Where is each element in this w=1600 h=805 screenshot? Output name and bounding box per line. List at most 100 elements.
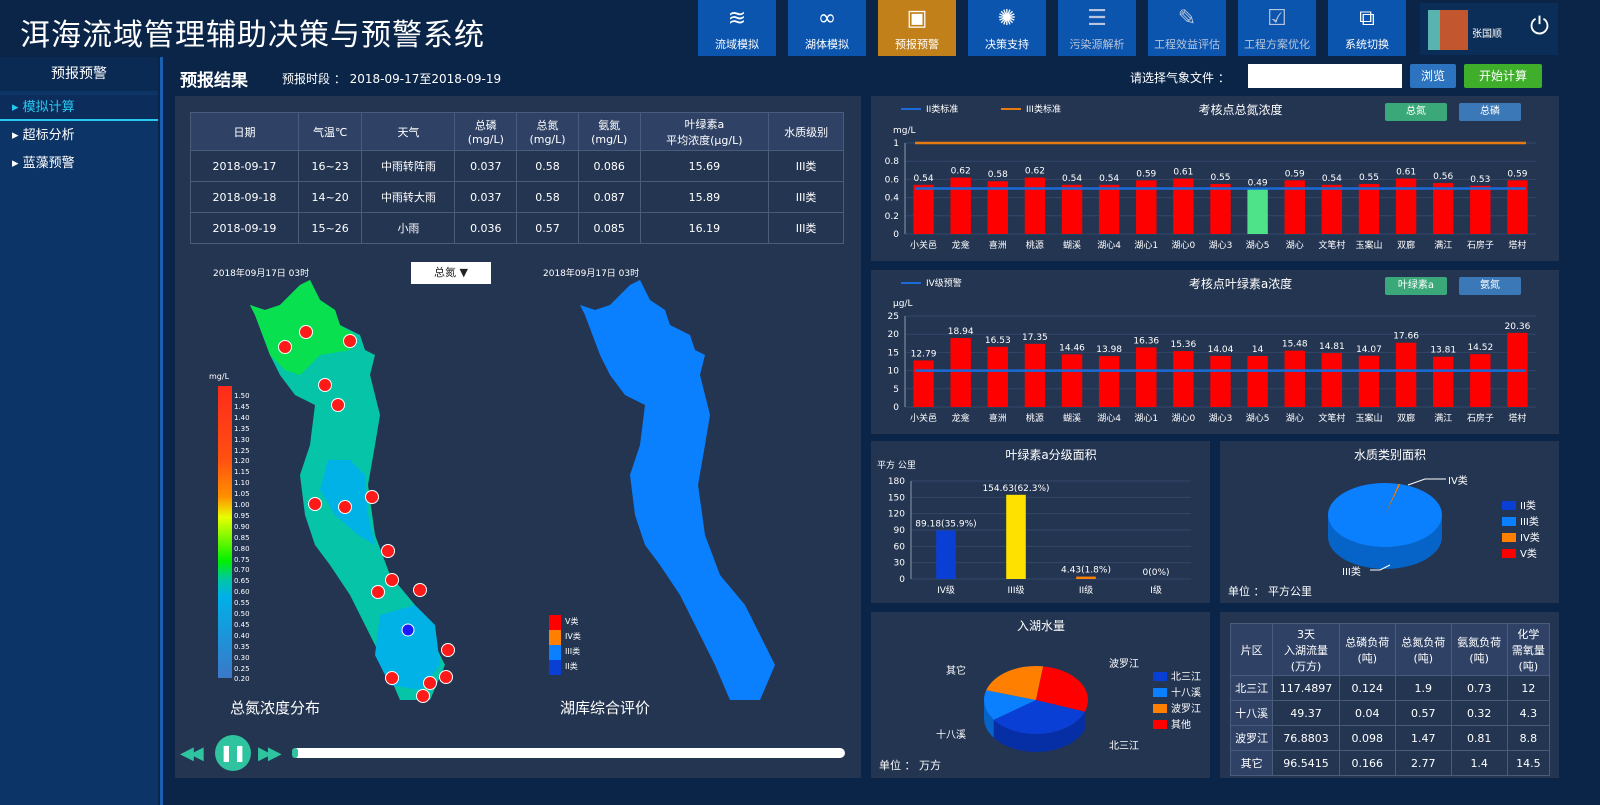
nav-decision[interactable]: ✺ 决策支持 <box>968 0 1046 56</box>
bar <box>987 181 1009 234</box>
rewind-icon[interactable]: ◀◀ <box>180 743 204 764</box>
nav-warning[interactable]: ▣ 预报预警 <box>878 0 956 56</box>
table-cell: 14.5 <box>1506 750 1551 776</box>
bar <box>936 530 956 579</box>
legend-label: III类 <box>1520 515 1539 528</box>
x-tick-label: 湖心5 <box>1246 240 1270 251</box>
table-cell: 0.73 <box>1450 675 1508 701</box>
lake-south-zone <box>375 605 440 690</box>
data-label: 89.18(35.9%) <box>915 519 976 529</box>
table-cell: 0.087 <box>577 181 641 213</box>
x-tick-label: 双廊 <box>1397 239 1415 251</box>
bar <box>1432 356 1454 407</box>
x-tick-label: I级 <box>1150 584 1162 596</box>
legend-label: III类标准 <box>1026 103 1061 115</box>
playback-slider[interactable] <box>292 748 845 758</box>
river-icon: ≋ <box>727 6 747 31</box>
pie-callout: 波罗江 <box>1109 657 1139 670</box>
parameter-select[interactable]: 总氮 ▼ <box>411 262 491 284</box>
browse-button[interactable]: 浏览 <box>1410 64 1456 88</box>
tn-bar-chart: 考核点总氮浓度 mg/L 0 0.2 0.4 0.6 0.8 1 0.54 小关邑 0.62 龙龛 0.… <box>885 102 1536 251</box>
sidebar-item-exceed[interactable]: ▸ 超标分析 <box>12 128 75 143</box>
sidebar-item-algae[interactable]: ▸ 蓝藻预警 <box>12 156 75 171</box>
map-caption-left: 总氮浓度分布 <box>230 699 321 717</box>
table-cell: 中雨转阵雨 <box>361 150 456 182</box>
y-tick-label: 0.4 <box>885 194 900 204</box>
colorbar-tick: 0.70 <box>234 566 250 575</box>
avatar <box>1428 10 1468 50</box>
map-timestamp-left: 2018年09月17日 03时 <box>213 269 310 279</box>
nav-edit[interactable]: ✎ 工程效益评估 <box>1148 0 1226 56</box>
nav-clipboard-check[interactable]: ☑ 工程方案优化 <box>1238 0 1316 56</box>
nav-river[interactable]: ≋ 流域模拟 <box>698 0 776 56</box>
y-tick-label: 180 <box>888 477 905 487</box>
table-cell: 波罗江 <box>1229 725 1274 751</box>
class-legend-swatch <box>549 660 561 675</box>
nav-label: 预报预警 <box>895 38 939 51</box>
pie-slice-side <box>1328 515 1442 569</box>
nav-label: 流域模拟 <box>715 38 759 51</box>
table-cell: 中雨转大雨 <box>361 181 456 213</box>
chart-toggle-button[interactable]: 总氮 <box>1385 103 1447 121</box>
data-label: 0(0%) <box>1142 568 1169 578</box>
legend-label: II类标准 <box>926 103 958 115</box>
unit-label: 单位 ： 万方 <box>879 758 941 772</box>
table-cell: 76.8803 <box>1272 725 1340 751</box>
table-cell: III类 <box>768 150 844 182</box>
sidebar-splitter[interactable] <box>160 57 163 805</box>
colorbar-tick: 1.10 <box>234 479 250 488</box>
start-calc-button[interactable]: 开始计算 <box>1464 64 1542 88</box>
nav-switch[interactable]: ⧉ 系统切换 <box>1328 0 1406 56</box>
sidebar-item-simulate[interactable]: ▸ 模拟计算 <box>0 95 158 121</box>
table-cell: 15.89 <box>639 181 770 213</box>
data-label: 14.52 <box>1467 343 1493 353</box>
x-tick-label: 蝴溪 <box>1063 412 1081 424</box>
class-legend-swatch <box>549 630 561 645</box>
table-header: 片区 <box>1229 623 1274 676</box>
colorbar-tick: 0.80 <box>234 544 250 553</box>
nav-list[interactable]: ☰ 污染源解析 <box>1058 0 1136 56</box>
pie-slice <box>1328 483 1443 547</box>
table-header: 天气 <box>361 112 456 151</box>
data-label: 0.61 <box>1173 167 1193 177</box>
pause-button[interactable]: ❚❚ <box>215 735 251 771</box>
pie-callout: 其它 <box>946 664 966 677</box>
table-cell: 16.19 <box>639 212 770 244</box>
pie-slice <box>986 666 1044 700</box>
weather-file-input[interactable] <box>1248 64 1402 88</box>
legend-label: II类 <box>1520 499 1536 512</box>
legend-swatch <box>1153 704 1167 713</box>
power-icon[interactable]: ⏻ <box>1530 12 1549 40</box>
table-cell: 0.57 <box>1394 700 1452 726</box>
data-label: 13.81 <box>1430 346 1456 356</box>
nav-lake[interactable]: ∞ 湖体模拟 <box>788 0 866 56</box>
x-tick-label: 小关邑 <box>910 412 937 424</box>
data-label: 0.59 <box>1285 169 1305 179</box>
user-name: 张国顺 <box>1472 29 1502 40</box>
data-label: 0.53 <box>1470 175 1490 185</box>
monitor-point-marker <box>401 623 415 637</box>
user-panel[interactable]: 张国顺 <box>1420 3 1558 55</box>
legend-label: IV级预警 <box>926 277 962 289</box>
lake-icon: ∞ <box>817 6 837 31</box>
table-header: 总氮 (mg/L) <box>516 112 579 151</box>
table-cell: 北三江 <box>1229 675 1274 701</box>
callout-line <box>1407 478 1446 486</box>
chart-toggle-button[interactable]: 总磷 <box>1459 103 1521 121</box>
table-header: 氨氮 (mg/L) <box>577 112 641 151</box>
table-cell: 0.124 <box>1338 675 1396 701</box>
x-tick-label: 湖心0 <box>1172 240 1196 251</box>
data-label: 13.98 <box>1096 345 1122 355</box>
chart-toggle-button[interactable]: 叶绿素a <box>1385 277 1447 295</box>
y-tick-label: 0.6 <box>885 175 900 185</box>
table-cell: 0.037 <box>454 150 518 182</box>
bar <box>1321 353 1343 407</box>
bar <box>1061 184 1083 234</box>
y-axis-label: 平方 公里 <box>877 459 916 471</box>
forward-icon[interactable]: ▶▶ <box>258 743 282 764</box>
chart-toggle-button[interactable]: 氨氮 <box>1459 277 1521 295</box>
data-label: 17.66 <box>1393 332 1419 342</box>
x-tick-label: 龙龛 <box>952 239 970 251</box>
colorbar-tick: 0.55 <box>234 599 250 608</box>
nav-label: 污染源解析 <box>1069 38 1125 51</box>
